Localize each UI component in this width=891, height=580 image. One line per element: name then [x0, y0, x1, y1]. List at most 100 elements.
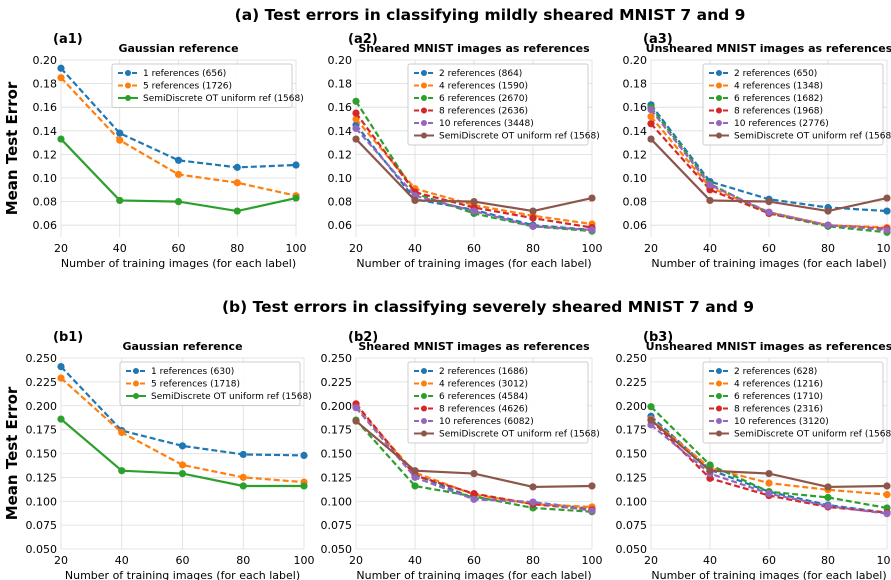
legend: 2 references (1686) 4 references (3012) 6 … — [407, 361, 600, 444]
y-tick-label: 0.225 — [616, 376, 648, 389]
legend-box — [702, 361, 884, 444]
panel-title: Gaussian reference — [122, 340, 242, 353]
legend-marker — [421, 368, 427, 374]
y-tick-label: 0.06 — [33, 219, 58, 232]
panel-title: Unsheared MNIST images as references — [646, 340, 891, 353]
data-point — [765, 479, 773, 487]
x-axis-label: Number of training images (for each labe… — [651, 257, 886, 270]
legend-entry: 6 references (1710) — [734, 392, 823, 402]
panel-tag: (a3) — [643, 32, 673, 47]
legend-entry: 6 references (4584) — [439, 392, 528, 402]
panels: 0.06 0.08 0.10 0.12 0.14 0.16 0.18 0.20 20 40 60 80… — [3, 32, 891, 580]
y-tick-label: 0.150 — [321, 448, 353, 461]
legend-box — [407, 63, 589, 146]
data-point — [57, 135, 65, 143]
data-point — [706, 196, 714, 205]
x-tick-label: 80 — [236, 554, 250, 567]
data-point — [529, 498, 537, 506]
x-tick-label: 40 — [115, 554, 129, 567]
panel-tag: (a2) — [348, 32, 378, 47]
x-tick-label: 80 — [526, 242, 540, 255]
legend-box — [407, 361, 589, 444]
data-point — [883, 194, 891, 202]
y-tick-label: 0.10 — [328, 172, 353, 185]
legend: 2 references (864) 4 references (1590) 6 r… — [407, 63, 600, 146]
legend-marker — [421, 120, 427, 126]
y-tick-label: 0.16 — [623, 101, 648, 114]
y-tick-label: 0.16 — [33, 101, 58, 114]
legend-entry: 1 references (630) — [151, 367, 234, 377]
x-tick-label: 20 — [644, 554, 658, 567]
y-tick-label: 0.250 — [26, 352, 58, 365]
y-tick-label: 0.150 — [26, 448, 58, 461]
data-point — [470, 198, 478, 206]
y-tick-label: 0.200 — [616, 400, 648, 413]
data-point — [118, 428, 126, 437]
legend-entry: 8 references (2636) — [439, 107, 528, 117]
data-point — [292, 194, 300, 202]
chart-panel: 0.050 0.075 0.100 0.125 0.150 0.175 0.200 0.225… — [321, 330, 603, 580]
legend: 2 references (650) 4 references (1348) 6 r… — [702, 63, 891, 146]
y-tick-label: 0.08 — [623, 196, 648, 209]
x-tick-label: 60 — [176, 554, 190, 567]
data-point — [883, 482, 891, 490]
x-tick-label: 60 — [467, 554, 481, 567]
legend-marker — [421, 132, 427, 139]
y-tick-label: 0.18 — [33, 78, 58, 91]
y-axis-label: Mean Test Error — [3, 81, 21, 215]
legend-entry: 4 references (1348) — [734, 82, 823, 92]
x-tick-label: 20 — [54, 554, 68, 567]
x-tick-label: 100 — [582, 554, 603, 567]
legend-marker — [125, 82, 131, 89]
data-point — [470, 495, 478, 503]
y-axis-label: Mean Test Error — [3, 386, 21, 520]
data-point — [239, 473, 247, 481]
legend-marker — [125, 70, 131, 76]
legend-marker — [133, 368, 139, 374]
legend-marker — [716, 82, 722, 89]
y-tick-label: 0.16 — [328, 101, 353, 114]
x-tick-label: 100 — [294, 554, 315, 567]
data-point — [647, 113, 655, 121]
data-point — [411, 467, 419, 475]
y-tick-label: 0.175 — [26, 424, 58, 437]
y-tick-label: 0.20 — [328, 54, 353, 67]
legend-marker — [716, 368, 722, 374]
data-point — [647, 135, 655, 143]
legend: 1 references (630) 5 references (1718) Sem… — [119, 361, 312, 406]
legend-marker — [716, 132, 722, 139]
y-tick-label: 0.18 — [623, 78, 648, 91]
legend-entry: 8 references (2316) — [734, 405, 823, 415]
x-tick-label: 60 — [762, 242, 776, 255]
legend-entry: 6 references (2670) — [439, 94, 528, 104]
panel-tag: (b2) — [348, 330, 378, 345]
data-point — [588, 226, 596, 234]
legend-entry: 10 references (2776) — [734, 119, 829, 129]
data-point — [765, 490, 773, 498]
data-point — [824, 483, 832, 491]
series-line — [355, 112, 593, 229]
data-point — [233, 207, 241, 215]
data-point — [765, 208, 773, 216]
data-point — [647, 105, 655, 114]
y-tick-label: 0.20 — [623, 54, 648, 67]
x-tick-label: 40 — [703, 242, 717, 255]
legend-entry: 8 references (4626) — [439, 405, 528, 415]
series-line — [60, 377, 305, 484]
data-point — [706, 181, 714, 189]
x-tick-label: 100 — [877, 554, 891, 567]
legend-entry: 4 references (1590) — [439, 82, 528, 92]
data-point — [824, 207, 832, 215]
chart-panel: 0.06 0.08 0.10 0.12 0.14 0.16 0.18 0.20 20 40 60 80… — [623, 32, 891, 270]
x-tick-label: 100 — [877, 242, 891, 255]
legend-entry: SemiDiscrete OT uniform ref (1568) — [143, 94, 304, 104]
x-tick-label: 60 — [762, 554, 776, 567]
y-tick-label: 0.225 — [321, 376, 353, 389]
x-tick-label: 100 — [286, 242, 307, 255]
y-tick-label: 0.075 — [26, 519, 58, 532]
legend-entry: 2 references (1686) — [439, 367, 528, 377]
legend-marker — [421, 405, 427, 412]
legend-box — [119, 361, 301, 406]
y-tick-label: 0.12 — [328, 148, 353, 161]
y-tick-label: 0.10 — [33, 172, 58, 185]
